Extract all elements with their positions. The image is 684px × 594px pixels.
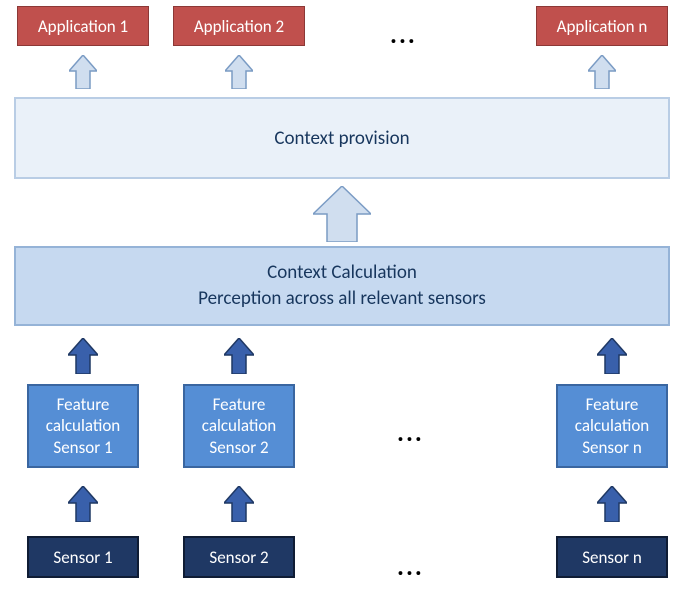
sensor-box-1: Sensor 1 bbox=[27, 536, 139, 578]
feature-box-n: Feature calculation Sensor n bbox=[556, 384, 668, 468]
arrow-up-dark-icon bbox=[597, 338, 627, 374]
arrow-up-icon bbox=[588, 55, 616, 89]
arrow-up-icon bbox=[225, 55, 253, 89]
context-calculation-text: Context Calculation Perception across al… bbox=[198, 260, 486, 311]
context-provision-box: Context provision bbox=[14, 97, 670, 179]
sensor-box-2: Sensor 2 bbox=[183, 536, 295, 578]
arrow-up-dark-icon bbox=[224, 486, 254, 522]
context-provision-label: Context provision bbox=[274, 127, 409, 150]
sensor-label: Sensor 2 bbox=[209, 547, 268, 568]
arrow-up-big-icon bbox=[313, 186, 371, 242]
feature-text: Feature calculation Sensor 2 bbox=[202, 394, 276, 458]
application-box-1: Application 1 bbox=[17, 6, 149, 46]
sensor-box-n: Sensor n bbox=[556, 536, 668, 578]
feature-text: Feature calculation Sensor n bbox=[575, 394, 649, 458]
arrow-up-icon bbox=[69, 55, 97, 89]
arrow-up-dark-icon bbox=[224, 338, 254, 374]
feature-box-1: Feature calculation Sensor 1 bbox=[27, 384, 139, 468]
arrow-up-dark-icon bbox=[68, 338, 98, 374]
calc-line1: Context Calculation bbox=[198, 260, 486, 286]
context-calculation-box: Context Calculation Perception across al… bbox=[14, 246, 670, 326]
sensor-label: Sensor n bbox=[582, 547, 642, 568]
calc-line2: Perception across all relevant sensors bbox=[198, 286, 486, 312]
ellipsis-apps: ... bbox=[390, 18, 417, 50]
ellipsis-sensors: ... bbox=[397, 550, 424, 582]
application-label: Application 1 bbox=[38, 16, 128, 37]
application-label: Application n bbox=[557, 16, 648, 37]
application-label: Application 2 bbox=[194, 16, 284, 37]
arrow-up-dark-icon bbox=[597, 486, 627, 522]
feature-text: Feature calculation Sensor 1 bbox=[46, 394, 120, 458]
ellipsis-features: ... bbox=[397, 416, 424, 448]
feature-box-2: Feature calculation Sensor 2 bbox=[183, 384, 295, 468]
application-box-2: Application 2 bbox=[173, 6, 305, 46]
application-box-n: Application n bbox=[536, 6, 668, 46]
sensor-label: Sensor 1 bbox=[53, 547, 112, 568]
arrow-up-dark-icon bbox=[68, 486, 98, 522]
